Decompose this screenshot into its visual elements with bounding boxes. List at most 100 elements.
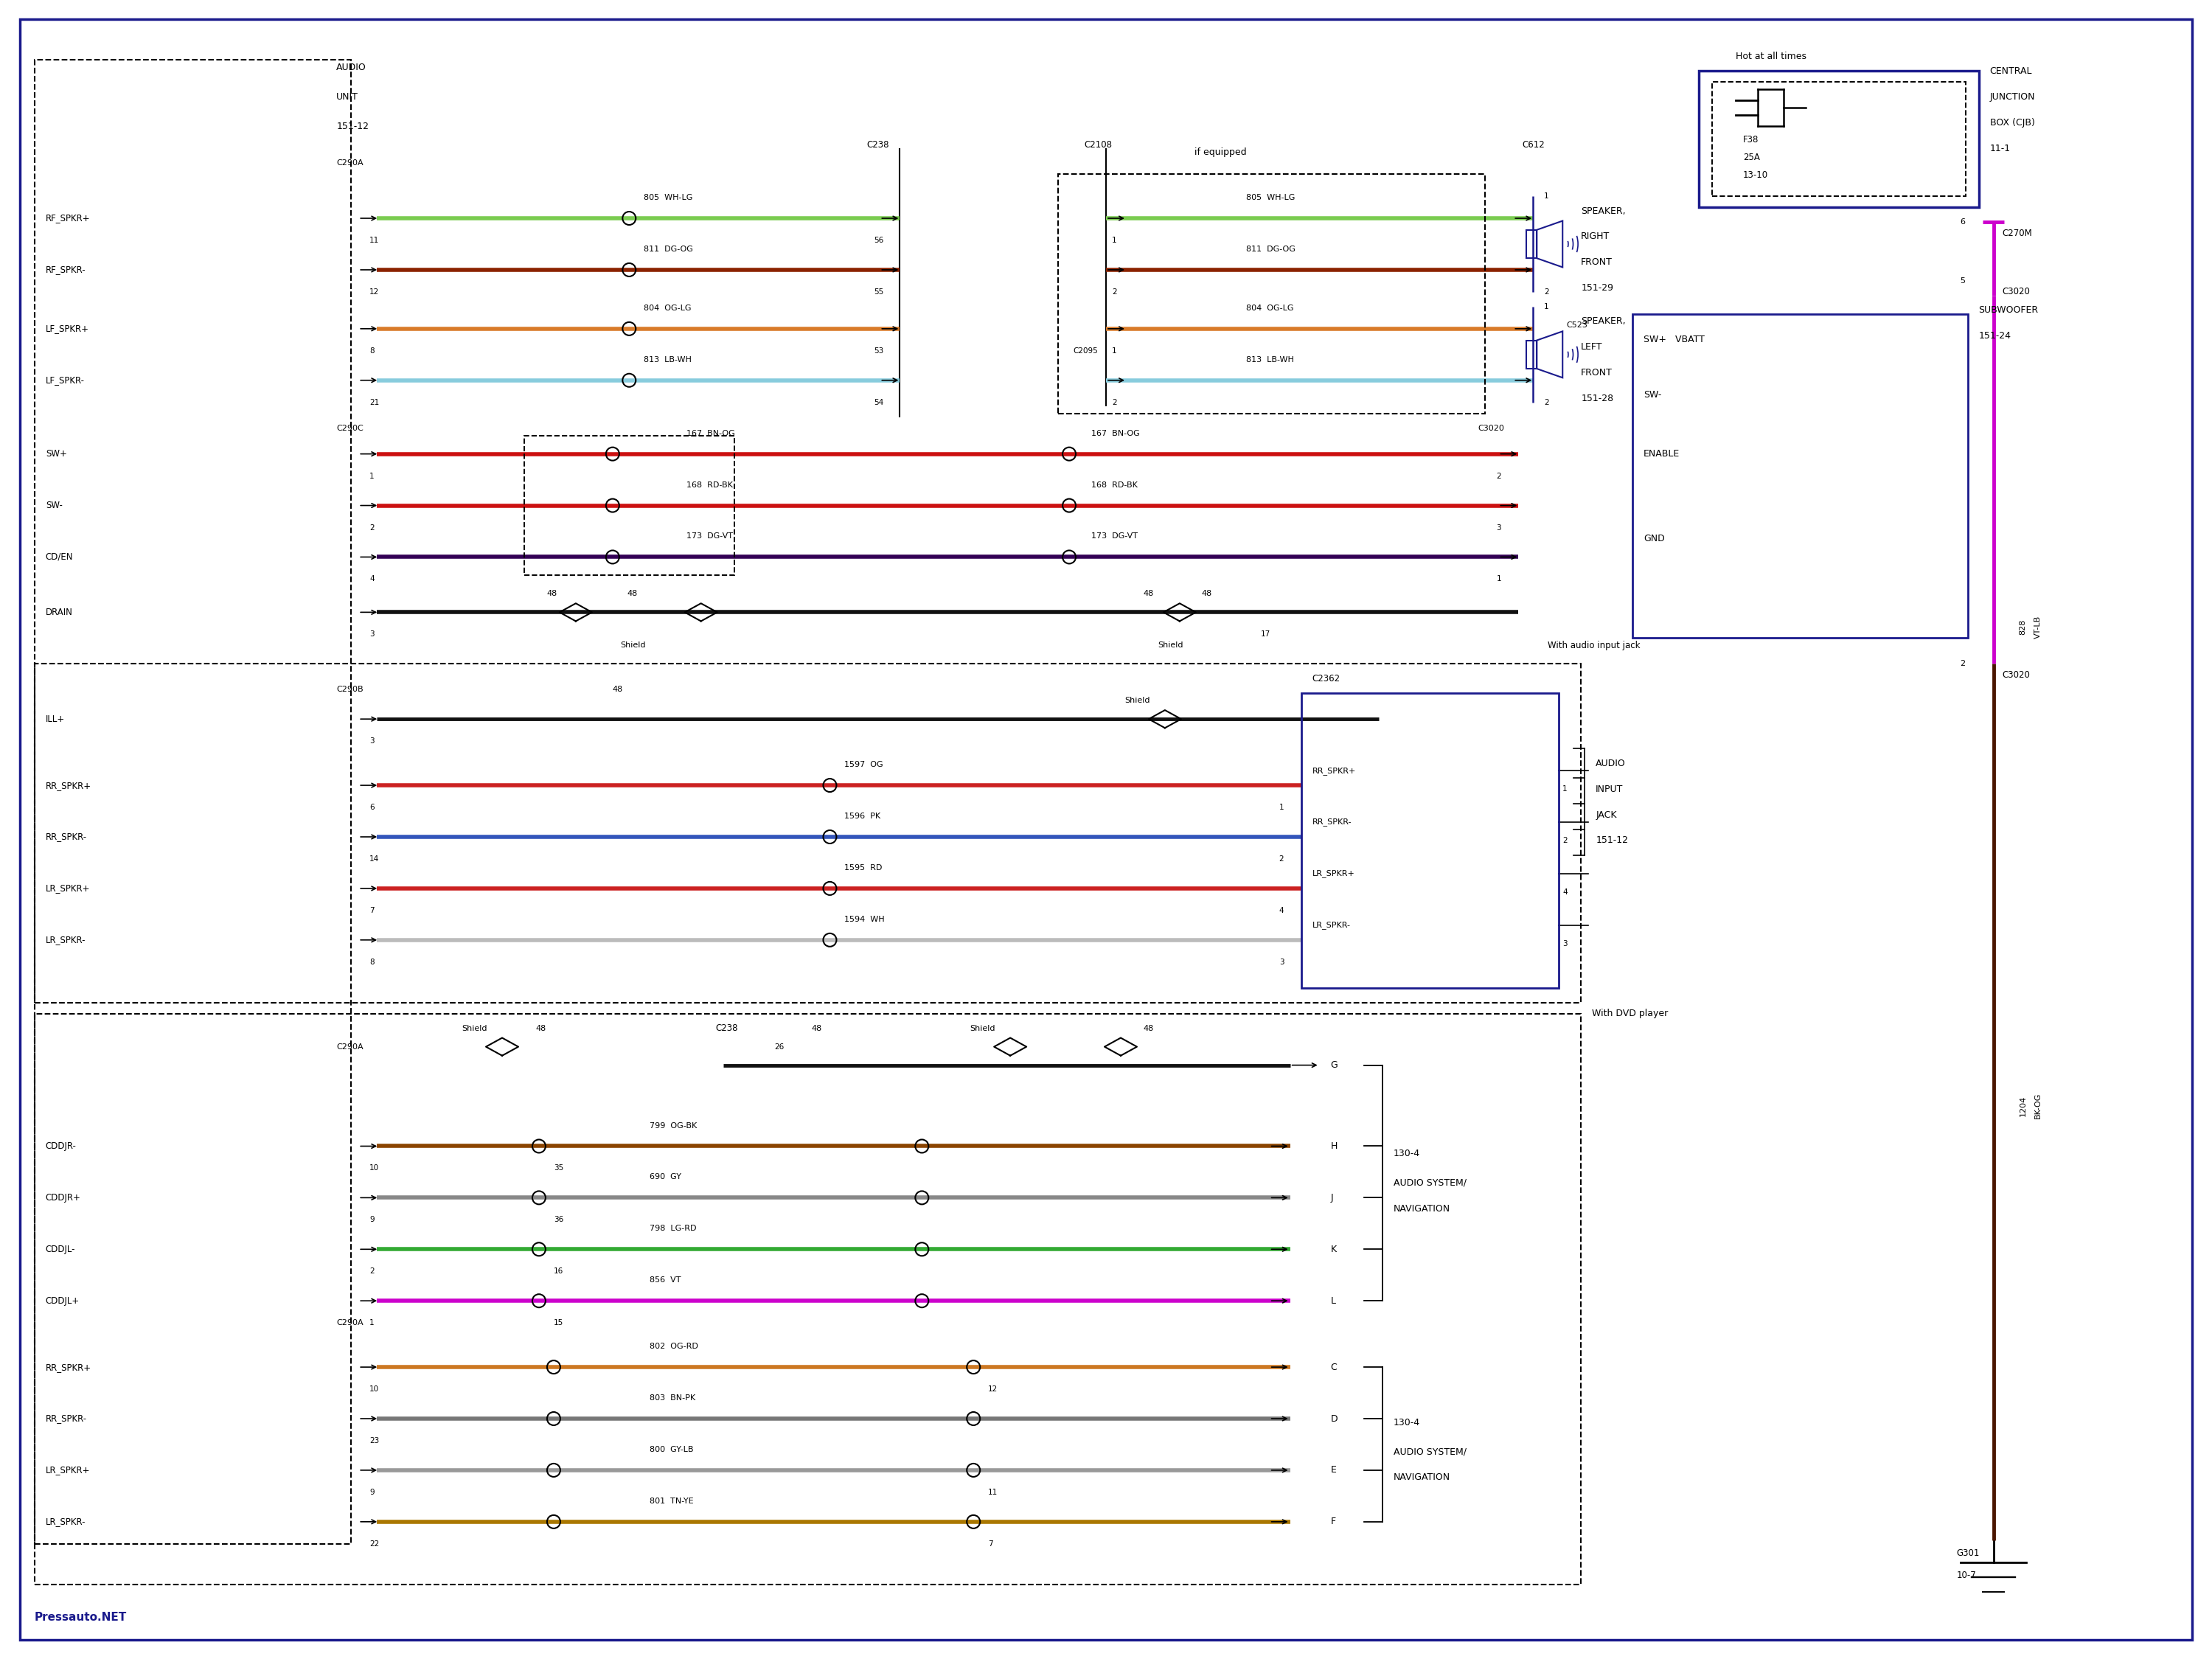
Text: 48: 48 — [812, 1025, 823, 1032]
Text: 802  OG-RD: 802 OG-RD — [650, 1342, 699, 1350]
Text: LR_SPKR-: LR_SPKR- — [1312, 921, 1352, 929]
Text: 48: 48 — [613, 685, 624, 693]
Text: Shield: Shield — [1124, 697, 1150, 705]
Text: 2: 2 — [1562, 836, 1568, 844]
Text: RR_SPKR+: RR_SPKR+ — [46, 780, 91, 790]
Text: L: L — [1332, 1296, 1336, 1306]
Text: JUNCTION: JUNCTION — [1991, 91, 2035, 101]
Text: DRAIN: DRAIN — [46, 607, 73, 617]
Text: ILL+: ILL+ — [46, 715, 64, 723]
Text: 3: 3 — [369, 738, 374, 745]
Text: H: H — [1332, 1141, 1338, 1151]
Text: LR_SPKR+: LR_SPKR+ — [46, 1465, 91, 1475]
Text: G301: G301 — [1958, 1548, 1980, 1558]
Text: SUBWOOFER: SUBWOOFER — [1980, 305, 2039, 315]
Text: 54: 54 — [874, 398, 885, 406]
Text: Shield: Shield — [619, 642, 646, 649]
Text: NAVIGATION: NAVIGATION — [1394, 1204, 1451, 1213]
Text: FRONT: FRONT — [1582, 257, 1613, 267]
Text: 10: 10 — [369, 1385, 378, 1394]
Text: F: F — [1332, 1516, 1336, 1526]
Text: LF_SPKR-: LF_SPKR- — [46, 375, 84, 385]
Text: 11: 11 — [989, 1488, 998, 1496]
Text: 48: 48 — [628, 591, 637, 597]
Text: 2: 2 — [1544, 398, 1548, 406]
Bar — [35, 60, 352, 1545]
Text: 48: 48 — [1144, 1025, 1152, 1032]
Text: C290B: C290B — [336, 685, 363, 693]
Text: 1596  PK: 1596 PK — [845, 813, 880, 820]
Text: C3020: C3020 — [2002, 287, 2031, 297]
Text: G: G — [1332, 1060, 1338, 1070]
Text: if equipped: if equipped — [1194, 148, 1245, 158]
Text: 3: 3 — [1279, 959, 1283, 966]
Text: C3020: C3020 — [2002, 670, 2031, 680]
Text: 3: 3 — [1495, 524, 1502, 531]
Text: 1204: 1204 — [2020, 1095, 2026, 1117]
Text: 804  OG-LG: 804 OG-LG — [1245, 304, 1294, 312]
Text: 9: 9 — [369, 1216, 374, 1223]
Text: 12: 12 — [369, 289, 378, 295]
Text: RF_SPKR+: RF_SPKR+ — [46, 214, 91, 222]
Text: 1: 1 — [1113, 347, 1117, 355]
Text: 48: 48 — [535, 1025, 546, 1032]
Text: Hot at all times: Hot at all times — [1736, 51, 1807, 61]
Text: 1: 1 — [1279, 803, 1283, 811]
Text: 4: 4 — [1562, 889, 1568, 896]
Text: 2: 2 — [1544, 289, 1548, 295]
Text: 1: 1 — [1562, 785, 1568, 793]
Text: 7: 7 — [369, 907, 374, 914]
Text: CDDJR-: CDDJR- — [46, 1141, 77, 1151]
Text: K: K — [1332, 1244, 1336, 1254]
Text: RR_SPKR-: RR_SPKR- — [46, 833, 86, 841]
Text: AUDIO SYSTEM/: AUDIO SYSTEM/ — [1394, 1447, 1467, 1457]
Text: 55: 55 — [874, 289, 885, 295]
Text: 21: 21 — [369, 398, 378, 406]
Text: SW-: SW- — [1644, 390, 1661, 400]
Text: 48: 48 — [546, 591, 557, 597]
Text: SW-: SW- — [46, 501, 62, 511]
Text: INPUT: INPUT — [1595, 785, 1624, 793]
Text: 4: 4 — [369, 576, 374, 582]
Text: SW+: SW+ — [46, 450, 66, 460]
Text: C270M: C270M — [2002, 229, 2033, 237]
Text: 22: 22 — [369, 1540, 378, 1548]
Text: 16: 16 — [553, 1267, 564, 1276]
Text: LR_SPKR+: LR_SPKR+ — [1312, 869, 1356, 878]
Text: RIGHT: RIGHT — [1582, 232, 1610, 242]
Text: 48: 48 — [1144, 591, 1152, 597]
Bar — [35, 664, 1582, 1002]
Text: 2: 2 — [1960, 660, 1966, 667]
Text: 828: 828 — [2020, 619, 2026, 635]
Text: RR_SPKR-: RR_SPKR- — [46, 1413, 86, 1423]
Text: 1: 1 — [369, 1319, 374, 1327]
Text: Shield: Shield — [969, 1025, 995, 1032]
Text: 53: 53 — [874, 347, 885, 355]
Text: 168  RD-BK: 168 RD-BK — [1091, 481, 1137, 488]
Text: BK-OG: BK-OG — [2033, 1093, 2042, 1118]
Text: 151-29: 151-29 — [1582, 284, 1613, 294]
Text: Shield: Shield — [462, 1025, 487, 1032]
Text: 1595  RD: 1595 RD — [845, 864, 883, 871]
Text: GND: GND — [1644, 534, 1666, 544]
Text: CDDJL+: CDDJL+ — [46, 1296, 80, 1306]
Text: 1: 1 — [1113, 237, 1117, 244]
Text: 1: 1 — [1544, 304, 1548, 310]
Text: 167  BN-OG: 167 BN-OG — [1091, 430, 1139, 436]
Bar — [35, 1014, 1582, 1584]
Text: 35: 35 — [553, 1165, 564, 1171]
Bar — [1712, 81, 1966, 196]
Text: 2: 2 — [1279, 856, 1283, 863]
Text: C3020: C3020 — [1478, 425, 1504, 431]
Text: 12: 12 — [989, 1385, 998, 1394]
Text: 2: 2 — [1113, 398, 1117, 406]
Text: AUDIO: AUDIO — [1595, 758, 1626, 768]
Text: VT-LB: VT-LB — [2033, 615, 2042, 639]
Text: C523: C523 — [1566, 322, 1588, 328]
Text: 2: 2 — [369, 524, 374, 531]
Text: 8: 8 — [369, 347, 374, 355]
Text: 800  GY-LB: 800 GY-LB — [650, 1447, 692, 1453]
Text: RF_SPKR-: RF_SPKR- — [46, 265, 86, 275]
Bar — [1301, 693, 1559, 987]
Text: LR_SPKR-: LR_SPKR- — [46, 936, 86, 944]
